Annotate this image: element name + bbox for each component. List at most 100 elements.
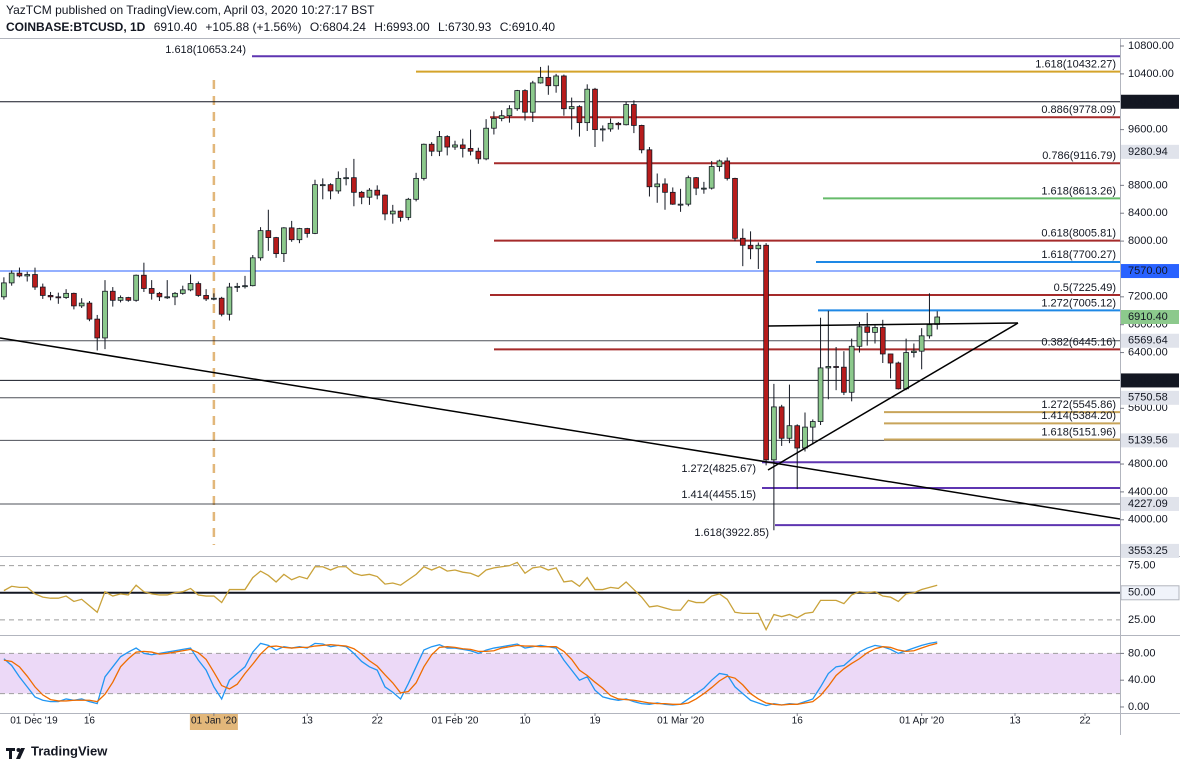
candle-body [156, 292, 163, 298]
price-box [1121, 496, 1179, 511]
candle-body [211, 297, 217, 300]
reference-box [1120, 585, 1180, 601]
candle-body [94, 318, 101, 339]
y-tick-label: 9600.00 [1128, 124, 1168, 136]
candle-body [506, 108, 513, 117]
price-box-label: 6569.64 [1128, 335, 1168, 347]
candle-body [475, 150, 482, 160]
price-box [1121, 310, 1179, 325]
triangle-bottom [767, 322, 1019, 471]
candle-body [724, 160, 731, 179]
fib-label: 0.786(9116.79) [1042, 150, 1116, 162]
fib-label: 1.414(5384.20) [1041, 410, 1116, 422]
candle-body [16, 272, 23, 277]
fib-label: 0.382(6445.16) [1041, 336, 1116, 348]
price-box [1121, 333, 1179, 348]
candle-body [1, 282, 7, 298]
indicator-line [3, 561, 938, 632]
candle-body [63, 292, 69, 298]
logo [6, 748, 25, 759]
fib-label: 0.618(8005.81) [1041, 228, 1116, 240]
candle-body [257, 230, 264, 259]
candle-body [459, 144, 466, 149]
candle-body [319, 184, 326, 187]
candle-body [771, 406, 777, 461]
candle-body [382, 194, 388, 215]
fib-label: 1.618(10432.27) [1035, 59, 1116, 71]
candle-body [693, 177, 699, 189]
symbol-line: COINBASE:BTCUSD, 1D 6910.40 +105.88 (+1.… [6, 19, 560, 36]
x-tick-label: 16 [84, 716, 96, 727]
candle-body [599, 128, 606, 131]
y-tick-label: 8800.00 [1128, 179, 1168, 191]
x-tick-label: 01 Jan '20 [191, 716, 237, 727]
x-tick-label: 19 [589, 716, 601, 727]
candle-body [483, 127, 489, 160]
candle-body [288, 227, 295, 241]
y-tick-label: 4800.00 [1128, 458, 1168, 470]
candle-body [281, 227, 287, 255]
candle-body [428, 143, 435, 152]
fib-label: 1.272(5545.86) [1041, 399, 1116, 411]
candle-body [848, 345, 855, 393]
price-box-label: 7570.00 [1128, 265, 1168, 277]
fib-label: 0.5(7225.49) [1054, 282, 1116, 294]
reference-label: 50.00 [1128, 587, 1156, 599]
fib-label: 1.618(10653.24) [165, 44, 246, 56]
x-tick-label: 22 [372, 716, 384, 727]
candle-body [304, 228, 311, 234]
candle-body [879, 327, 886, 355]
candle-body [47, 295, 54, 298]
y-tick-label: 75.00 [1128, 560, 1156, 572]
y-tick-label: 8400.00 [1128, 207, 1168, 219]
candle-body [265, 230, 272, 239]
candle-body [117, 297, 124, 301]
candle-body [872, 327, 878, 333]
fib-label: 1.618(7700.27) [1041, 249, 1116, 261]
candle-body [203, 295, 209, 300]
candle-body [187, 283, 194, 291]
candle-body [615, 122, 622, 126]
candle-body [452, 144, 458, 148]
candle-body [405, 198, 412, 218]
x-tick-highlight [189, 714, 238, 730]
candle-body [71, 292, 77, 307]
price-box [1121, 144, 1179, 159]
x-tick-label: 13 [302, 716, 314, 727]
candle-body [413, 177, 419, 200]
price-box-label: 5139.56 [1128, 434, 1168, 446]
candle-body [32, 274, 38, 288]
candle-body [374, 189, 381, 196]
candle-body [817, 367, 824, 422]
candle-body [747, 244, 754, 250]
y-tick-label: 25.00 [1128, 614, 1156, 626]
price-box-label: 3553.25 [1128, 545, 1168, 557]
price-box-label: 10000.00 [1128, 96, 1174, 108]
trend-line [0, 337, 1120, 520]
candle-body [351, 177, 357, 193]
candle-body [646, 149, 653, 188]
fib-label: 1.618(8613.26) [1041, 185, 1116, 197]
candle-body [763, 244, 769, 461]
candle-body [825, 366, 832, 369]
candle-body [654, 183, 661, 188]
fib-label: 1.414(4455.15) [681, 489, 756, 501]
main-pane: 1.618(10653.24) 1.618(10432.27) 0.886(9778… [0, 44, 1120, 545]
y-tick-label: 80.00 [1128, 647, 1156, 659]
y-tick-label: 40.00 [1128, 674, 1156, 686]
change: +105.88 (+1.56%) [205, 20, 302, 34]
x-tick-label: 01 Feb '20 [432, 716, 479, 727]
candle-body [164, 296, 171, 299]
symbol: COINBASE:BTCUSD, 1D [6, 20, 146, 34]
candle-body [669, 191, 676, 205]
header: YazTCM published on TradingView.com, Apr… [6, 2, 560, 36]
candle-body [623, 104, 629, 126]
candle-body [887, 353, 894, 364]
candle-body [179, 289, 186, 294]
candle-body [529, 82, 536, 113]
candle-body [296, 228, 303, 241]
candle-body [335, 177, 342, 192]
close: C:6910.40 [499, 20, 556, 34]
candle-body [802, 426, 808, 449]
